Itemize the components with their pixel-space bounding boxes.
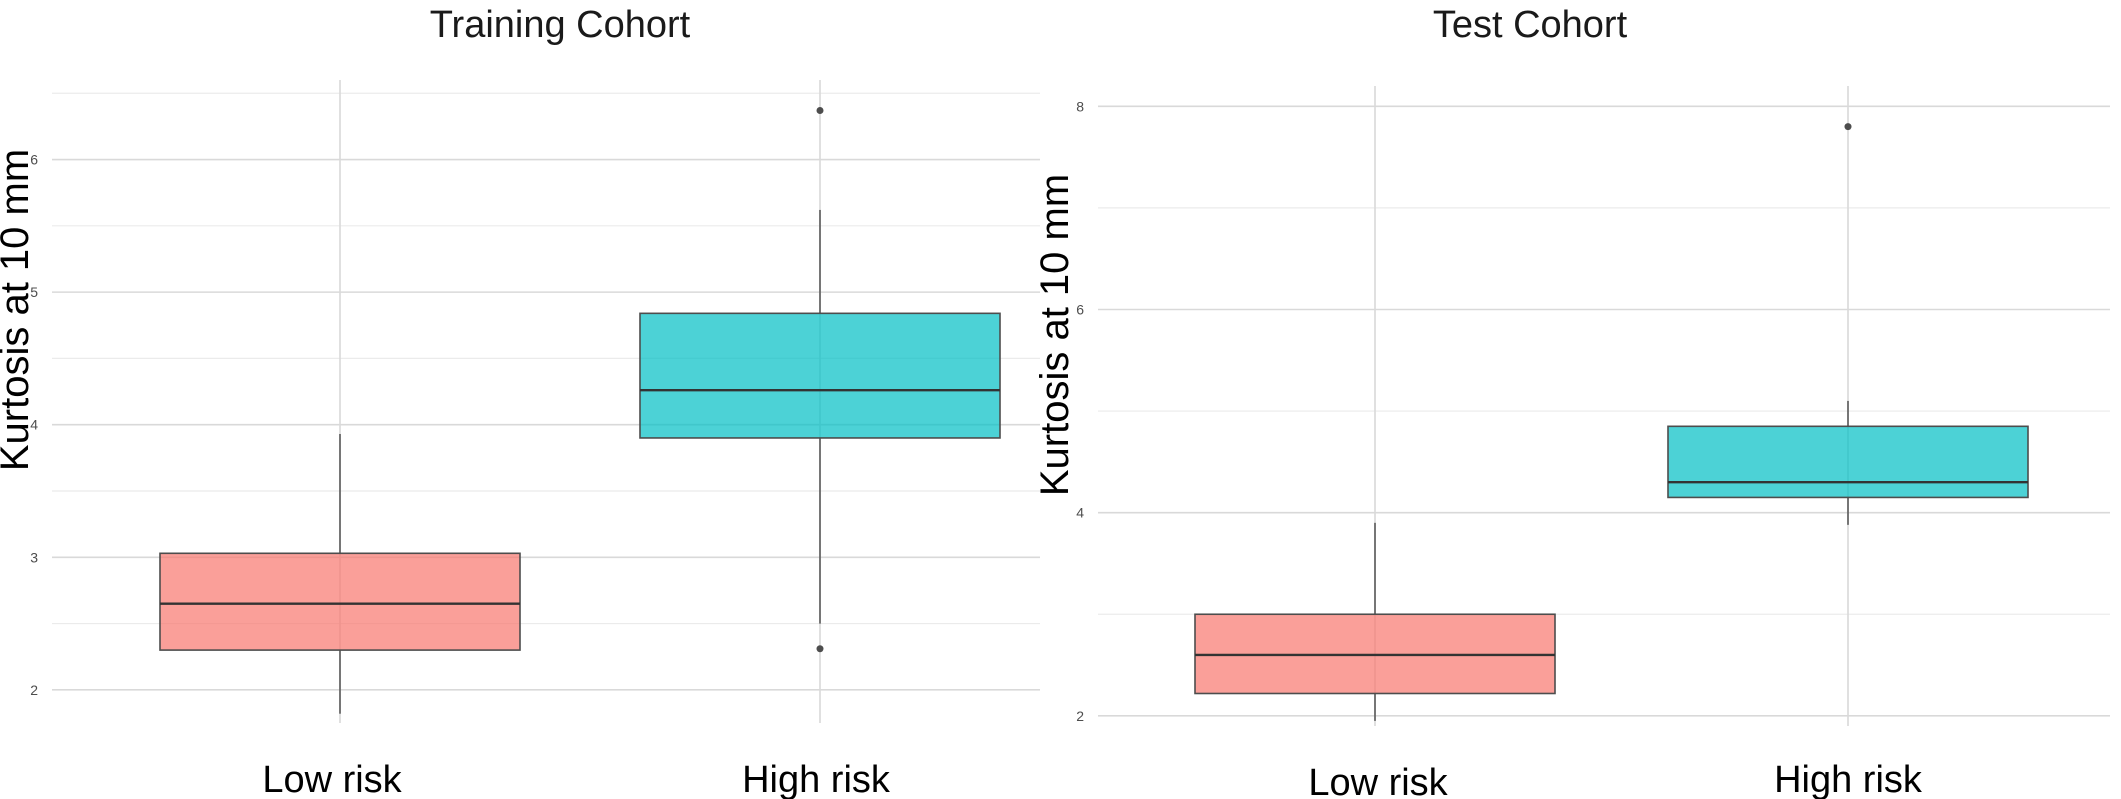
box-group-high-risk [1667,123,2029,525]
box-iqr [639,312,1001,439]
y-tick-label: 4 [1076,505,1084,521]
x-tick-label-low-risk: Low risk [1308,762,1448,799]
x-tick-label-low-risk: Low risk [262,759,402,799]
x-tick-label-high-risk: High risk [742,759,891,799]
y-tick-label: 6 [1076,301,1084,317]
y-tick-label: 2 [30,682,38,698]
box-group-low-risk [159,433,521,714]
test-cohort-panel: Test Cohort Kurtosis at 10 mm 2 4 6 8 Low r… [1033,4,2110,799]
y-tick-label: 6 [30,152,38,168]
chart-title: Test Cohort [1433,4,1628,46]
chart-title: Training Cohort [430,4,691,46]
y-tick-label: 2 [1076,708,1084,724]
box-iqr [1667,425,2029,499]
y-axis-label: Kurtosis at 10 mm [0,149,37,471]
outlier-point [816,645,824,653]
box-group-low-risk [1194,522,1556,721]
box-group-high-risk [639,106,1001,653]
outlier-point [1844,123,1852,131]
outlier-point [816,106,824,114]
y-tick-label: 3 [30,549,38,565]
box-iqr [159,552,521,651]
y-tick-label: 8 [1076,98,1084,114]
y-tick-label: 4 [30,417,38,433]
x-tick-label-high-risk: High risk [1774,759,1923,799]
y-axis-label: Kurtosis at 10 mm [1033,174,1077,496]
y-tick-label: 5 [30,284,38,300]
training-cohort-panel: Training Cohort Kurtosis at 10 mm 23456 … [0,4,1040,799]
